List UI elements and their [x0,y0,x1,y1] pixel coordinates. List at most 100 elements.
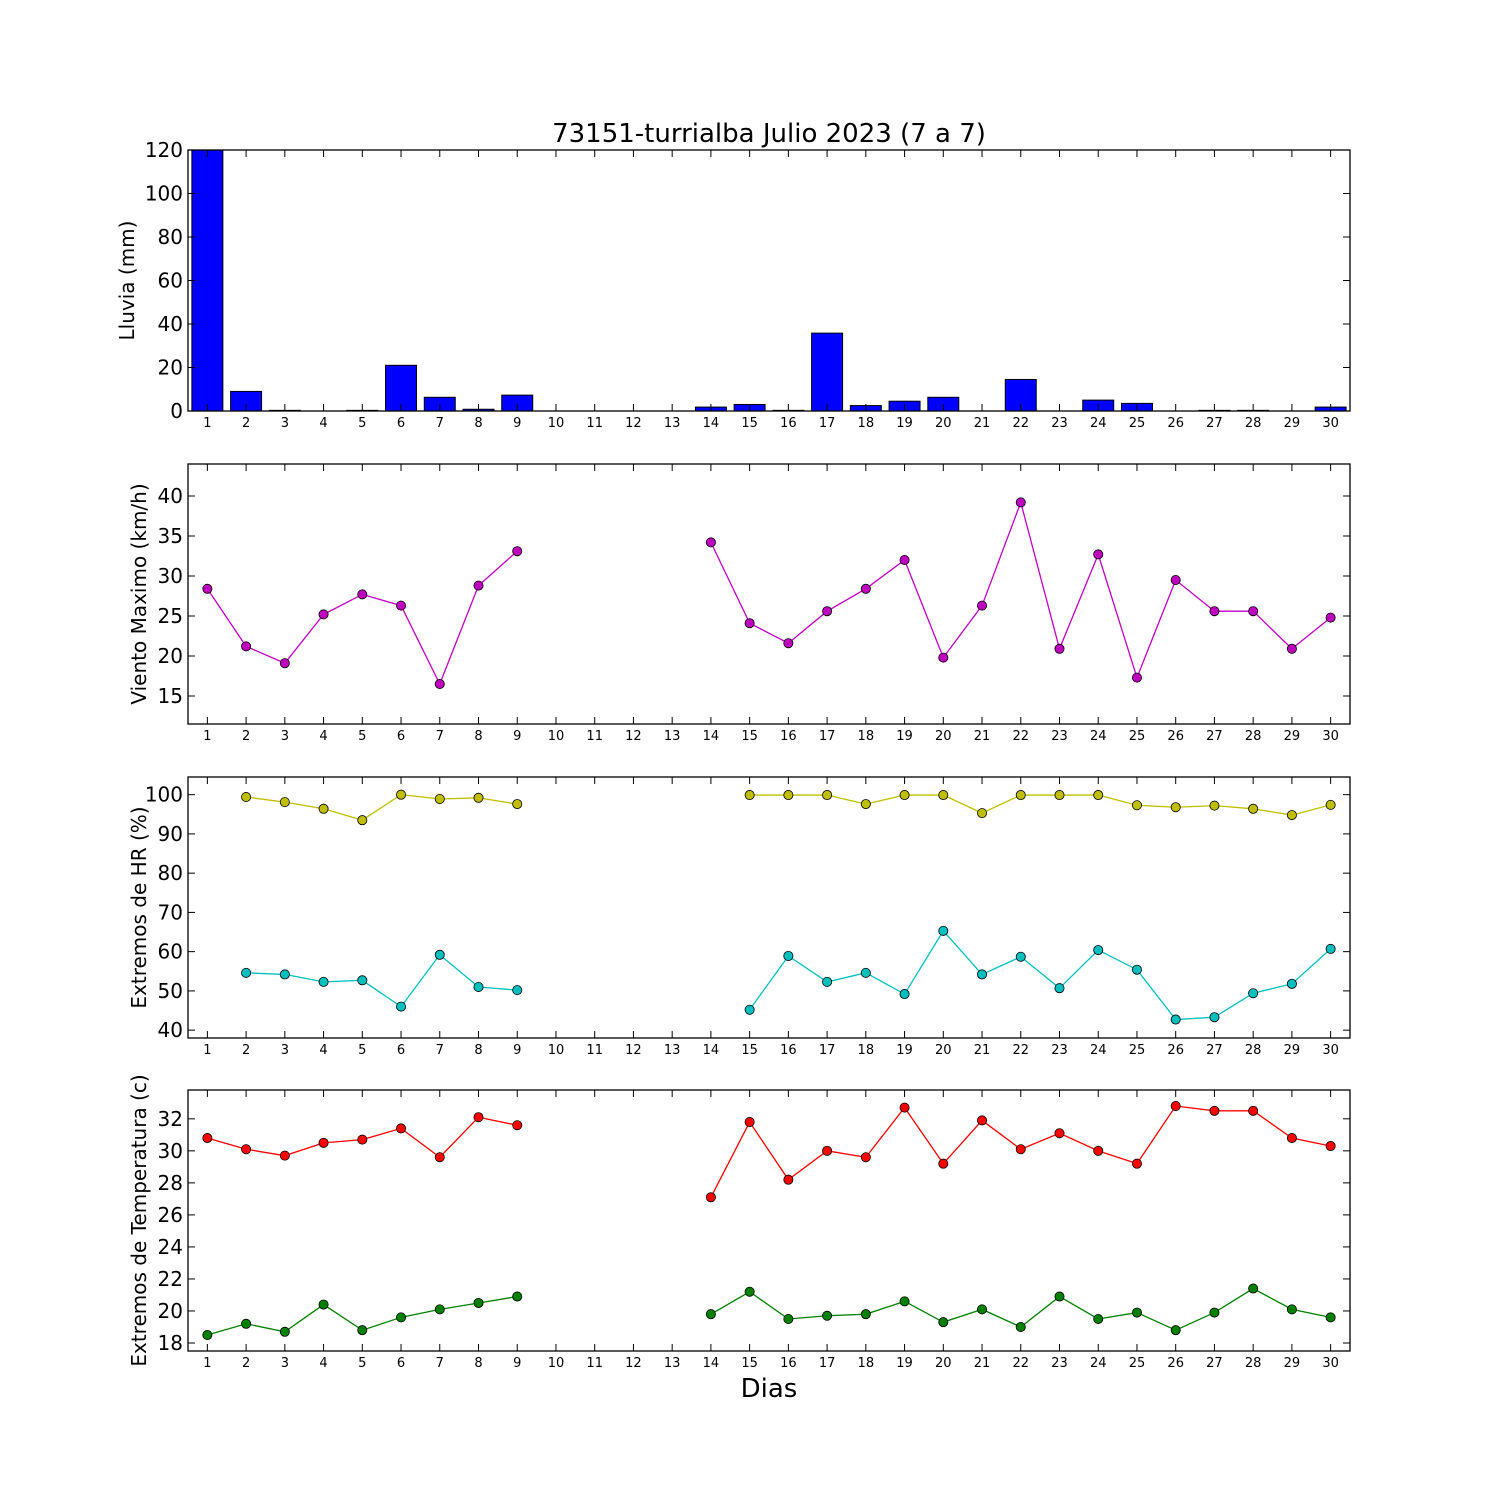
x-tick-label: 27 [1206,1043,1223,1058]
x-tick-label: 25 [1129,416,1146,431]
data-point [977,1304,988,1315]
x-tick-label: 15 [741,729,758,744]
y-tick-label: 20 [158,1299,183,1323]
data-point [357,589,368,600]
x-tick-label: 20 [935,416,952,431]
x-tick-label: 8 [474,1356,482,1371]
x-tick-label: 5 [358,416,366,431]
y-tick-label: 35 [158,524,183,548]
x-tick-label: 1 [203,1043,211,1058]
series-line-1 [206,550,518,686]
panel-data [191,150,1347,411]
x-tick-label: 8 [474,416,482,431]
data-point [860,1152,871,1163]
x-tick-label: 6 [397,416,405,431]
x-tick-label: 19 [896,416,913,431]
y-tick-label: 50 [158,979,183,1003]
x-tick-label: 3 [281,416,289,431]
x-tick-label: 22 [1012,1356,1029,1371]
data-point [1054,1128,1065,1139]
data-point [899,989,910,1000]
y-tick-label: 80 [158,861,183,885]
data-point [1325,799,1336,810]
x-tick-label: 18 [858,1043,875,1058]
x-tick-label: 23 [1051,729,1068,744]
data-point [860,1309,871,1320]
y-axis-label: Extremos de Temperatura (c) [127,1074,151,1366]
x-tick-label: 14 [703,729,720,744]
x-tick-label: 13 [664,729,681,744]
x-tick-label: 29 [1284,1356,1301,1371]
x-tick-label: 2 [242,1043,250,1058]
x-tick-label: 20 [935,1043,952,1058]
x-tick-label: 16 [780,1356,797,1371]
y-tick-label: 100 [145,783,183,807]
x-tick-label: 14 [703,416,720,431]
x-tick-label: 7 [436,1043,444,1058]
x-tick-label: 9 [513,729,521,744]
x-tick-label: 19 [896,1356,913,1371]
x-tick-label: 16 [780,729,797,744]
x-tick-label: 25 [1129,1356,1146,1371]
y-tick-label: 40 [158,312,183,336]
x-tick-label: 22 [1012,1043,1029,1058]
x-tick-label: 7 [436,416,444,431]
y-tick-label: 30 [158,1139,183,1163]
x-tick-label: 13 [664,416,681,431]
data-point [822,976,833,987]
x-tick-label: 24 [1090,416,1107,431]
y-tick-label: 70 [158,900,183,924]
data-point [318,609,329,620]
data-point [822,606,833,617]
x-tick-label: 28 [1245,1043,1262,1058]
x-tick-label: 10 [548,1043,565,1058]
x-tick-label: 27 [1206,729,1223,744]
data-point [1093,1313,1104,1324]
x-tick-label: 2 [242,1356,250,1371]
x-tick-label: 6 [397,1356,405,1371]
x-tick-label: 1 [203,729,211,744]
data-point [899,1296,910,1307]
x-tick-label: 26 [1167,729,1184,744]
data-point [1286,978,1297,989]
data-point [899,555,910,566]
x-tick-label: 12 [625,416,642,431]
y-tick-label: 60 [158,940,183,964]
y-tick-label: 32 [158,1107,183,1131]
chart-title: 73151-turrialba Julio 2023 (7 a 7) [552,119,986,149]
x-tick-label: 16 [780,1043,797,1058]
data-point [473,580,484,591]
data-point [1131,1158,1142,1169]
y-tick-label: 40 [158,484,183,508]
x-tick-label: 17 [819,416,836,431]
x-tick-label: 25 [1129,729,1146,744]
x-tick-label: 16 [780,416,797,431]
x-tick-label: 3 [281,1356,289,1371]
data-point [1286,1133,1297,1144]
data-point [938,1158,949,1169]
data-point [202,583,213,594]
data-point [705,1309,716,1320]
x-tick-label: 26 [1167,416,1184,431]
data-point [1248,803,1259,814]
y-tick-label: 25 [158,604,183,628]
x-tick-label: 5 [358,1043,366,1058]
data-point [899,1102,910,1113]
data-point [396,600,407,611]
x-tick-label: 10 [548,416,565,431]
data-point [822,1310,833,1321]
y-tick-label: 20 [158,356,183,380]
series-line-1 [749,794,1331,816]
x-tick-label: 30 [1322,416,1339,431]
x-tick-label: 15 [741,1043,758,1058]
data-point [279,1150,290,1161]
x-tick-label: 5 [358,1356,366,1371]
x-tick-label: 1 [203,1356,211,1371]
x-tick-label: 8 [474,1043,482,1058]
y-tick-label: 30 [158,564,183,588]
data-point [744,1286,755,1297]
data-point [1131,1307,1142,1318]
x-tick-label: 17 [819,1356,836,1371]
